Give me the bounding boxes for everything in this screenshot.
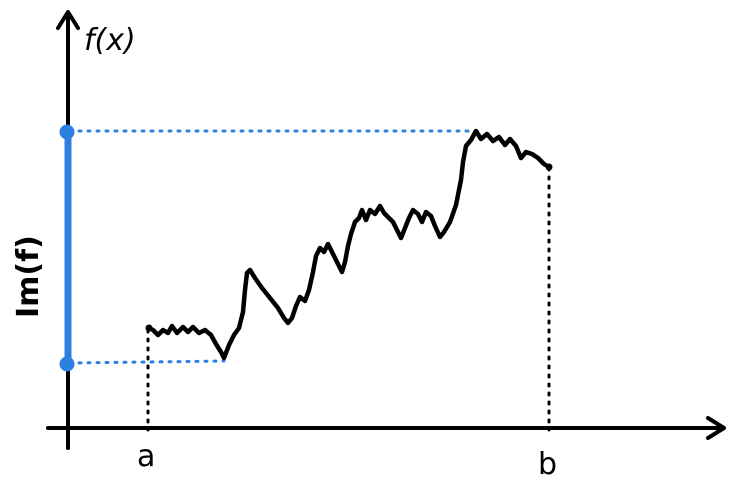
x-label-b: b xyxy=(538,447,557,482)
y-axis-arrow-icon xyxy=(56,10,80,30)
curve-end-point xyxy=(545,163,553,171)
range-label: Im(f) xyxy=(11,235,46,318)
range-max-point xyxy=(59,124,75,140)
y-axis-label: f(x) xyxy=(84,23,136,58)
x-label-a: a xyxy=(137,439,155,474)
function-curve xyxy=(146,128,552,361)
x-axis-arrow-icon xyxy=(706,416,726,440)
guide-line-min xyxy=(68,359,226,365)
curve-start-point xyxy=(145,324,153,332)
range-min-point xyxy=(59,356,75,372)
